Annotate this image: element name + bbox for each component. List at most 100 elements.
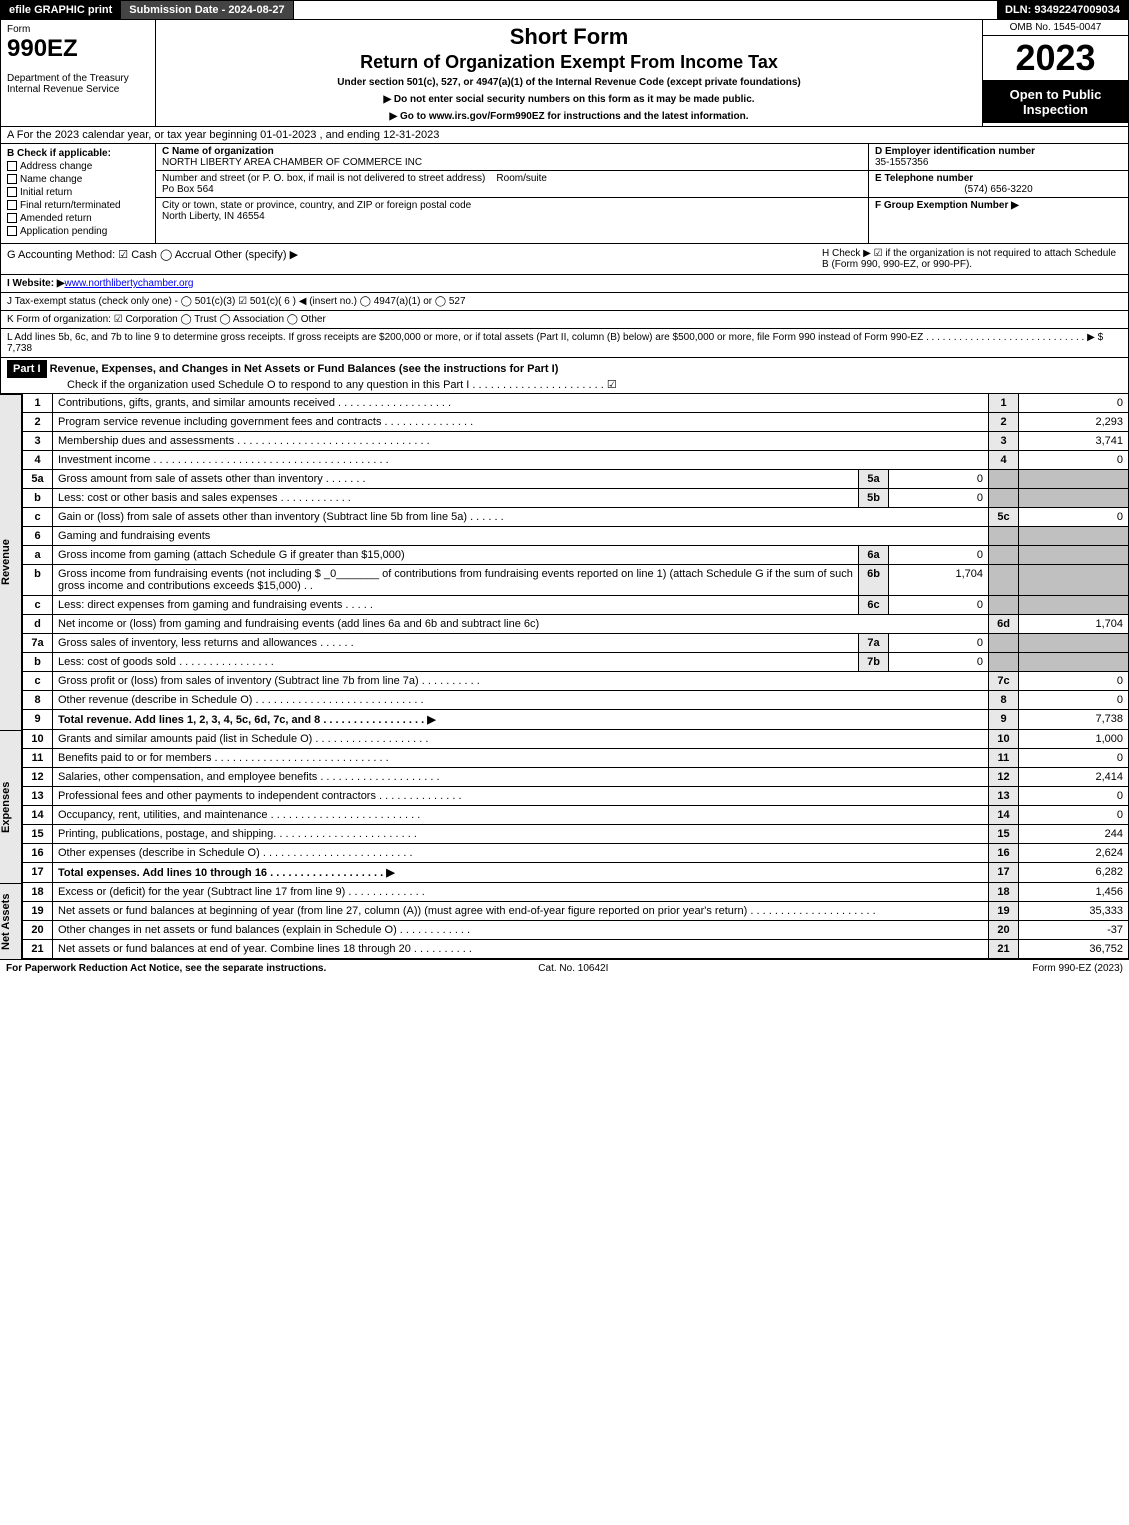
sub-line-number: 6b [859,565,889,596]
table-row: 3Membership dues and assessments . . . .… [23,432,1129,451]
blank-cell [1019,489,1129,508]
row-j-tax-exempt: J Tax-exempt status (check only one) - ◯… [0,293,1129,311]
street-value: Po Box 564 [162,184,214,195]
phone-value: (574) 656-3220 [875,184,1122,195]
row-g: G Accounting Method: ☑ Cash ◯ Accrual Ot… [0,244,1129,275]
chk-address-change[interactable]: Address change [7,161,149,172]
net-assets-table: 18Excess or (deficit) for the year (Subt… [22,883,1129,959]
table-row: 2Program service revenue including gover… [23,413,1129,432]
line-desc: Gross amount from sale of assets other t… [53,470,859,489]
group-exemption-cell: F Group Exemption Number ▶ [869,198,1128,213]
blank-cell [989,527,1019,546]
result-line-number: 8 [989,691,1019,710]
line-desc: Benefits paid to or for members . . . . … [53,749,989,768]
accounting-method: G Accounting Method: ☑ Cash ◯ Accrual Ot… [7,248,822,270]
line-number: 16 [23,844,53,863]
col-def: D Employer identification number 35-1557… [868,144,1128,243]
line-number: 3 [23,432,53,451]
result-line-number: 5c [989,508,1019,527]
line-desc: Gross sales of inventory, less returns a… [53,634,859,653]
line-number: 5a [23,470,53,489]
table-row: cGross profit or (loss) from sales of in… [23,672,1129,691]
result-line-number: 11 [989,749,1019,768]
org-name-cell: C Name of organization NORTH LIBERTY ARE… [156,144,868,171]
submission-date-button[interactable]: Submission Date - 2024-08-27 [121,1,293,19]
chk-name-change[interactable]: Name change [7,174,149,185]
website-link[interactable]: www.northlibertychamber.org [65,278,194,289]
line-amount: 1,000 [1019,730,1129,749]
line-number: c [23,508,53,527]
line-desc: Gaming and fundraising events [53,527,989,546]
revenue-table: 1Contributions, gifts, grants, and simil… [22,394,1129,730]
table-row: 16Other expenses (describe in Schedule O… [23,844,1129,863]
line-number: b [23,489,53,508]
omb-number: OMB No. 1545-0047 [983,20,1128,36]
footer-cat-no: Cat. No. 10642I [538,963,608,974]
line-desc: Printing, publications, postage, and shi… [53,825,989,844]
line-desc: Professional fees and other payments to … [53,787,989,806]
table-row: 15Printing, publications, postage, and s… [23,825,1129,844]
line-amount: 0 [1019,672,1129,691]
ssn-note: ▶ Do not enter social security numbers o… [160,94,978,105]
table-row: 9Total revenue. Add lines 1, 2, 3, 4, 5c… [23,710,1129,730]
line-number: 11 [23,749,53,768]
col-b-title: B Check if applicable: [7,148,149,159]
row-l-gross-receipts: L Add lines 5b, 6c, and 7b to line 9 to … [0,329,1129,358]
result-line-number: 15 [989,825,1019,844]
chk-final-return[interactable]: Final return/terminated [7,200,149,211]
table-row: 8Other revenue (describe in Schedule O) … [23,691,1129,710]
result-line-number: 4 [989,451,1019,470]
line-desc: Other changes in net assets or fund bala… [53,921,989,940]
line-amount: 36,752 [1019,940,1129,959]
line-desc: Total revenue. Add lines 1, 2, 3, 4, 5c,… [53,710,989,730]
blank-cell [1019,596,1129,615]
tax-year: 2023 [983,36,1128,81]
sub-line-value: 0 [889,546,989,565]
blank-cell [1019,565,1129,596]
efile-print-button[interactable]: efile GRAPHIC print [1,1,121,19]
table-row: bLess: cost or other basis and sales exp… [23,489,1129,508]
city-cell: City or town, state or province, country… [156,198,868,224]
line-desc: Net income or (loss) from gaming and fun… [53,615,989,634]
line-desc: Gross income from fundraising events (no… [53,565,859,596]
line-desc: Grants and similar amounts paid (list in… [53,730,989,749]
line-number: 13 [23,787,53,806]
line-amount: 0 [1019,806,1129,825]
return-title: Return of Organization Exempt From Incom… [160,52,978,73]
dept-label: Department of the Treasury Internal Reve… [7,73,149,95]
line-desc: Salaries, other compensation, and employ… [53,768,989,787]
table-row: bGross income from fundraising events (n… [23,565,1129,596]
line-number: b [23,653,53,672]
row-k-form-org: K Form of organization: ☑ Corporation ◯ … [0,311,1129,329]
result-line-number: 12 [989,768,1019,787]
blank-cell [989,489,1019,508]
header-left: Form 990EZ Department of the Treasury In… [1,20,156,126]
table-row: dNet income or (loss) from gaming and fu… [23,615,1129,634]
table-row: cGain or (loss) from sale of assets othe… [23,508,1129,527]
line-desc: Less: cost or other basis and sales expe… [53,489,859,508]
street-label: Number and street (or P. O. box, if mail… [162,173,485,184]
line-desc: Membership dues and assessments . . . . … [53,432,989,451]
line-amount: -37 [1019,921,1129,940]
ein-value: 35-1557356 [875,157,928,168]
line-amount: 1,456 [1019,883,1129,902]
line-number: d [23,615,53,634]
line-number: 17 [23,863,53,883]
header-right: OMB No. 1545-0047 2023 Open to Public In… [983,20,1128,126]
blank-cell [1019,653,1129,672]
table-row: 12Salaries, other compensation, and empl… [23,768,1129,787]
line-number: c [23,672,53,691]
chk-application-pending[interactable]: Application pending [7,226,149,237]
line-desc: Net assets or fund balances at beginning… [53,902,989,921]
line-desc: Total expenses. Add lines 10 through 16 … [53,863,989,883]
phone-label: E Telephone number [875,173,973,184]
line-number: a [23,546,53,565]
line-desc: Investment income . . . . . . . . . . . … [53,451,989,470]
table-row: bLess: cost of goods sold . . . . . . . … [23,653,1129,672]
chk-initial-return[interactable]: Initial return [7,187,149,198]
chk-amended-return[interactable]: Amended return [7,213,149,224]
line-desc: Gross income from gaming (attach Schedul… [53,546,859,565]
part1-label: Part I [7,360,47,378]
line-number: 2 [23,413,53,432]
line-desc: Other expenses (describe in Schedule O) … [53,844,989,863]
